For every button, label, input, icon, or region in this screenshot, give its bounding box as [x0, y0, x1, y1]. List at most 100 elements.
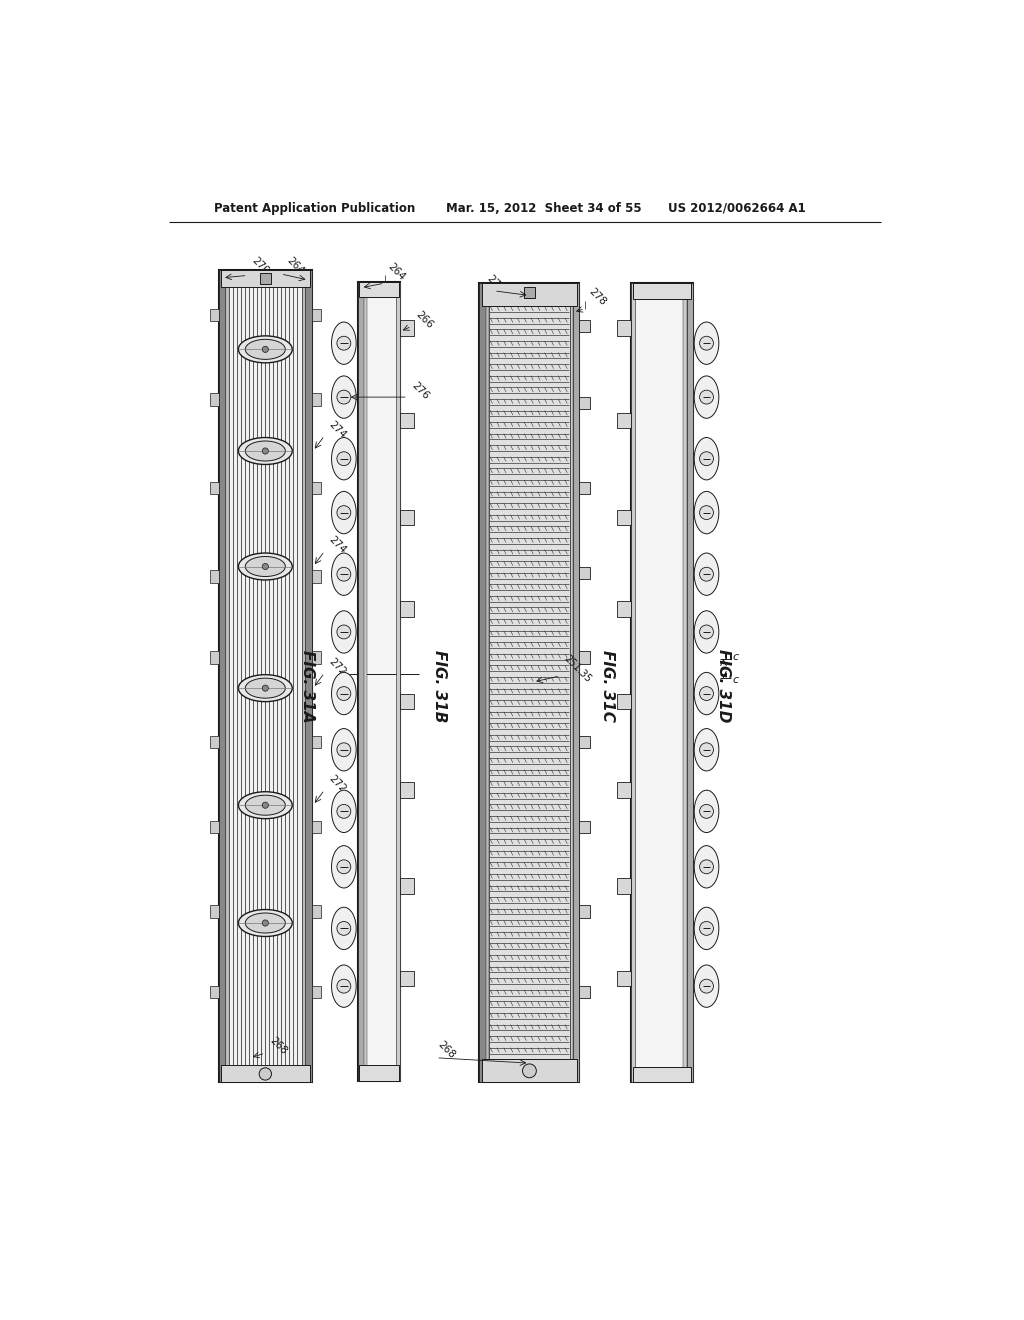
Circle shape [262, 920, 268, 927]
Bar [479, 284, 580, 1082]
Bar [400, 601, 414, 616]
Bar [210, 986, 219, 998]
Ellipse shape [694, 491, 719, 533]
Circle shape [262, 346, 268, 352]
Ellipse shape [332, 437, 356, 480]
Circle shape [699, 568, 714, 581]
Bar [580, 321, 590, 333]
Bar [400, 781, 414, 797]
Ellipse shape [332, 553, 356, 595]
Text: 274: 274 [327, 418, 348, 440]
Bar [400, 321, 414, 335]
Bar [580, 986, 590, 998]
Bar [311, 482, 321, 494]
Text: 278: 278 [587, 286, 607, 308]
Ellipse shape [246, 557, 286, 577]
Text: 264: 264 [285, 256, 306, 277]
Circle shape [262, 803, 268, 808]
Bar [580, 737, 590, 748]
Text: 266: 266 [414, 309, 435, 331]
Bar [617, 510, 631, 525]
Bar [400, 970, 414, 986]
Ellipse shape [332, 846, 356, 888]
Bar [400, 510, 414, 525]
Circle shape [699, 391, 714, 404]
Text: 272: 272 [327, 774, 348, 795]
Circle shape [337, 804, 351, 818]
Bar [364, 281, 367, 1081]
Bar [570, 284, 573, 1082]
Bar [617, 781, 631, 797]
Text: c: c [733, 652, 739, 663]
Text: 270: 270 [484, 273, 506, 294]
Text: FIG. 31D: FIG. 31D [716, 649, 731, 722]
Ellipse shape [332, 376, 356, 418]
Bar [260, 273, 270, 284]
Bar [359, 1065, 398, 1081]
Circle shape [699, 804, 714, 818]
Text: 270: 270 [250, 256, 271, 277]
Circle shape [699, 979, 714, 993]
Bar [683, 284, 686, 1082]
Bar [219, 271, 311, 1082]
Circle shape [262, 447, 268, 454]
Bar [311, 393, 321, 405]
Bar [617, 693, 631, 709]
Circle shape [337, 506, 351, 520]
Text: FIG. 31B: FIG. 31B [432, 649, 447, 722]
Bar [359, 281, 398, 297]
Bar [210, 906, 219, 917]
Circle shape [337, 451, 351, 466]
Text: 274: 274 [327, 535, 348, 556]
Circle shape [262, 564, 268, 570]
Ellipse shape [694, 729, 719, 771]
Bar [210, 309, 219, 321]
Ellipse shape [332, 907, 356, 949]
Text: FIG. 31C: FIG. 31C [600, 649, 615, 722]
Bar [311, 309, 321, 321]
Bar [220, 1065, 310, 1082]
Bar [686, 284, 692, 1082]
Circle shape [337, 568, 351, 581]
Circle shape [337, 743, 351, 756]
Circle shape [699, 451, 714, 466]
Bar [210, 570, 219, 582]
Ellipse shape [246, 913, 286, 933]
Bar [210, 737, 219, 748]
Bar [400, 878, 414, 894]
Bar [481, 284, 578, 306]
Ellipse shape [694, 322, 719, 364]
Circle shape [699, 921, 714, 936]
Ellipse shape [694, 846, 719, 888]
Circle shape [337, 337, 351, 350]
Ellipse shape [694, 376, 719, 418]
Bar [617, 601, 631, 616]
Bar [400, 413, 414, 428]
Bar [311, 986, 321, 998]
Circle shape [262, 685, 268, 692]
Bar [357, 281, 400, 1081]
Bar [633, 1067, 691, 1082]
Text: 272: 272 [327, 656, 348, 677]
Bar [633, 284, 691, 298]
Bar [524, 286, 535, 298]
Ellipse shape [694, 907, 719, 949]
Bar [301, 271, 305, 1082]
Bar [631, 284, 692, 1082]
Bar [219, 271, 225, 1082]
Text: 251.35: 251.35 [562, 653, 593, 685]
Bar [311, 737, 321, 748]
Ellipse shape [239, 437, 292, 465]
Bar [311, 821, 321, 833]
Text: 268: 268 [267, 1035, 289, 1056]
Circle shape [337, 921, 351, 936]
Bar [210, 393, 219, 405]
Ellipse shape [239, 909, 292, 936]
Circle shape [699, 506, 714, 520]
Ellipse shape [694, 553, 719, 595]
Text: 264: 264 [386, 261, 408, 282]
Text: Patent Application Publication: Patent Application Publication [214, 202, 415, 215]
Ellipse shape [239, 675, 292, 702]
Ellipse shape [246, 678, 286, 698]
Bar [479, 284, 485, 1082]
